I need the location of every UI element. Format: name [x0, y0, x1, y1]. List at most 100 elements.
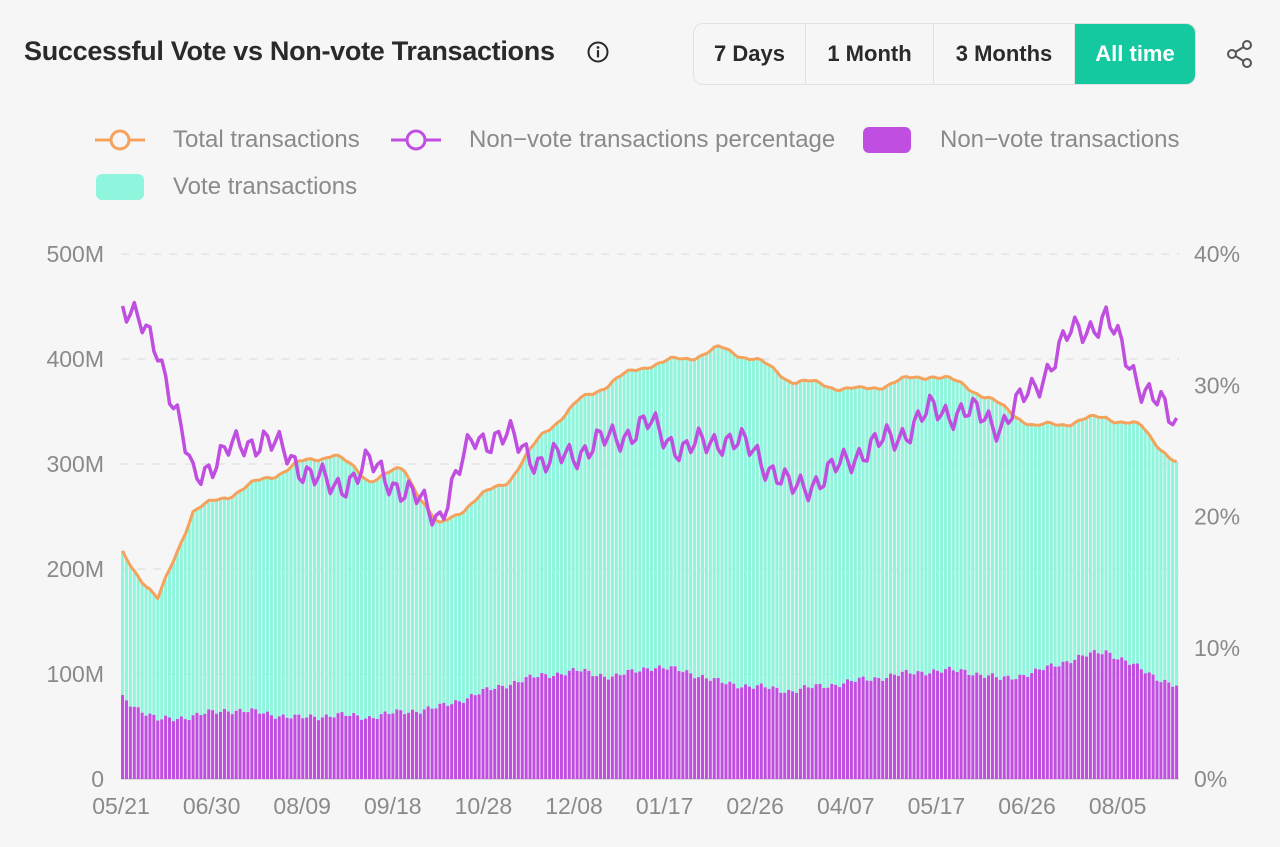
vote-bar[interactable] — [305, 459, 309, 718]
vote-bar[interactable] — [297, 461, 301, 715]
nonvote-bar[interactable] — [771, 686, 775, 779]
vote-bar[interactable] — [371, 481, 375, 719]
nonvote-bar[interactable] — [1131, 663, 1136, 779]
range-button-7-days[interactable]: 7 Days — [694, 24, 806, 84]
nonvote-bar[interactable] — [900, 671, 904, 779]
nonvote-bar[interactable] — [908, 673, 912, 779]
nonvote-bar[interactable] — [599, 673, 603, 779]
vote-bar[interactable] — [704, 353, 708, 679]
vote-bar[interactable] — [650, 367, 654, 671]
nonvote-bar[interactable] — [407, 712, 411, 779]
nonvote-bar[interactable] — [473, 695, 477, 779]
nonvote-bar[interactable] — [207, 709, 211, 779]
nonvote-bar[interactable] — [332, 717, 336, 779]
vote-bar[interactable] — [289, 466, 293, 719]
nonvote-bar[interactable] — [1088, 652, 1092, 779]
vote-bar[interactable] — [661, 362, 665, 669]
info-icon[interactable] — [587, 41, 609, 63]
vote-bar[interactable] — [269, 478, 273, 716]
vote-bar[interactable] — [395, 467, 399, 710]
vote-bar[interactable] — [313, 460, 317, 717]
vote-bar[interactable] — [552, 426, 556, 677]
vote-bar[interactable] — [865, 388, 869, 681]
nonvote-bar[interactable] — [579, 671, 583, 779]
nonvote-bar[interactable] — [810, 688, 814, 779]
vote-bar[interactable] — [685, 358, 689, 671]
nonvote-bar[interactable] — [301, 718, 305, 779]
nonvote-bar[interactable] — [830, 683, 834, 779]
vote-bar[interactable] — [1061, 424, 1065, 662]
nonvote-bar[interactable] — [1034, 668, 1038, 779]
vote-bar[interactable] — [834, 390, 838, 685]
nonvote-bar[interactable] — [540, 673, 544, 779]
vote-bar[interactable] — [367, 481, 371, 717]
nonvote-bar[interactable] — [877, 678, 881, 779]
nonvote-bar[interactable] — [849, 680, 853, 779]
vote-bar[interactable] — [1037, 425, 1041, 670]
nonvote-bar[interactable] — [289, 718, 293, 779]
nonvote-bar[interactable] — [943, 669, 947, 779]
nonvote-bar[interactable] — [156, 720, 160, 779]
nonvote-bar[interactable] — [469, 694, 473, 779]
nonvote-bar[interactable] — [328, 716, 332, 779]
nonvote-bar[interactable] — [720, 682, 724, 779]
nonvote-bar[interactable] — [1175, 685, 1179, 779]
vote-bar[interactable] — [375, 479, 379, 720]
vote-bar[interactable] — [399, 468, 403, 711]
vote-bar[interactable] — [254, 480, 258, 710]
nonvote-bar[interactable] — [446, 705, 450, 779]
nonvote-bar[interactable] — [1069, 663, 1073, 779]
vote-bar[interactable] — [222, 498, 226, 710]
legend-item-total[interactable]: Total transactions — [95, 120, 360, 160]
vote-bar[interactable] — [544, 431, 548, 675]
vote-bar[interactable] — [1022, 422, 1026, 675]
nonvote-bar[interactable] — [642, 667, 646, 779]
vote-bar[interactable] — [1018, 419, 1022, 675]
vote-bar[interactable] — [712, 347, 716, 679]
vote-bar[interactable] — [1010, 414, 1014, 680]
nonvote-bar[interactable] — [1081, 655, 1085, 779]
nonvote-bar[interactable] — [493, 688, 497, 779]
vote-bar[interactable] — [1006, 409, 1010, 676]
nonvote-bar[interactable] — [775, 687, 779, 779]
vote-bar[interactable] — [806, 381, 810, 688]
vote-bar[interactable] — [179, 542, 183, 717]
nonvote-bar[interactable] — [697, 677, 701, 779]
nonvote-bar[interactable] — [356, 715, 360, 779]
vote-bar[interactable] — [387, 472, 391, 715]
vote-bar[interactable] — [1159, 450, 1163, 683]
nonvote-bar[interactable] — [1030, 673, 1034, 779]
nonvote-bar[interactable] — [1163, 679, 1167, 779]
nonvote-bar[interactable] — [1143, 673, 1147, 779]
nonvote-bar[interactable] — [344, 715, 348, 779]
vote-bar[interactable] — [1088, 415, 1092, 653]
vote-bar[interactable] — [175, 551, 179, 720]
nonvote-bar[interactable] — [794, 692, 799, 779]
nonvote-bar[interactable] — [336, 713, 340, 779]
vote-bar[interactable] — [183, 534, 187, 720]
vote-bar[interactable] — [1002, 405, 1006, 677]
nonvote-bar[interactable] — [414, 711, 418, 779]
nonvote-bar[interactable] — [508, 684, 512, 779]
nonvote-bar[interactable] — [1159, 682, 1163, 779]
vote-bar[interactable] — [1034, 425, 1038, 669]
vote-bar[interactable] — [1092, 415, 1096, 651]
nonvote-bar[interactable] — [309, 714, 313, 779]
vote-bar[interactable] — [516, 469, 520, 683]
share-icon[interactable] — [1224, 38, 1256, 70]
nonvote-bar[interactable] — [242, 712, 246, 779]
nonvote-bar[interactable] — [959, 669, 963, 779]
nonvote-bar[interactable] — [250, 708, 254, 779]
nonvote-bar[interactable] — [285, 717, 289, 779]
nonvote-bar[interactable] — [657, 665, 661, 779]
vote-bar[interactable] — [642, 368, 646, 668]
nonvote-bar[interactable] — [763, 687, 767, 779]
vote-bar[interactable] — [1112, 422, 1116, 659]
nonvote-bar[interactable] — [532, 677, 536, 779]
nonvote-bar[interactable] — [587, 670, 591, 779]
nonvote-bar[interactable] — [736, 688, 740, 779]
nonvote-bar[interactable] — [383, 711, 387, 779]
vote-bar[interactable] — [360, 476, 364, 720]
vote-bar[interactable] — [407, 478, 411, 713]
nonvote-bar[interactable] — [853, 681, 857, 779]
